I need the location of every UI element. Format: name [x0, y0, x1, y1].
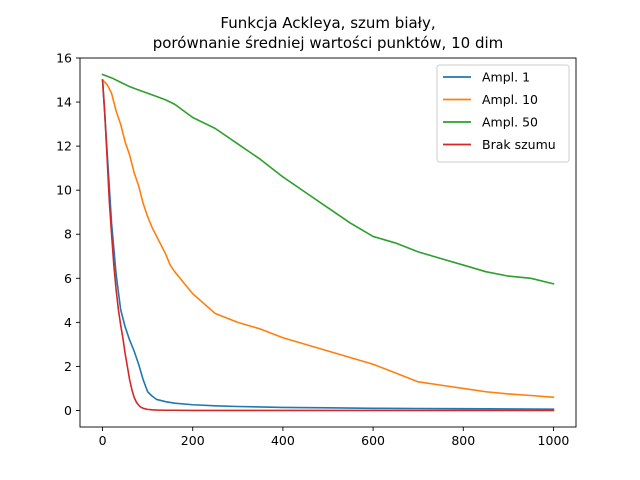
axes: 0 200 400 600 800 1000 0 2 4 6 8 10 12 14 16 [56, 51, 577, 448]
series-line-2 [101, 73, 555, 285]
y-tick-label-3: 6 [64, 271, 72, 286]
y-tick-label-0: 0 [64, 403, 72, 418]
chart-title-line-2: porównanie średniej wartości punktów, 10… [153, 34, 504, 52]
legend: Ampl. 1 Ampl. 10 Ampl. 50 Brak szumu [436, 64, 570, 163]
chart-title-line-1: Funkcja Ackleya, szum biały, [220, 14, 435, 32]
legend-label-2: Ampl. 50 [482, 115, 538, 130]
x-tick-label-1: 200 [181, 433, 205, 448]
x-tick-label-2: 400 [271, 433, 295, 448]
series-line-1 [101, 78, 555, 399]
legend-label-0: Ampl. 1 [482, 70, 530, 85]
x-tick-label-4: 800 [451, 433, 475, 448]
legend-box [436, 64, 570, 163]
series-line-3 [101, 79, 555, 412]
y-tick-label-6: 12 [56, 139, 72, 154]
y-tick-label-2: 4 [64, 315, 72, 330]
y-tick-label-8: 16 [56, 51, 72, 66]
series-line-0 [101, 79, 555, 410]
y-tick-label-5: 10 [56, 183, 72, 198]
y-tick-label-4: 8 [64, 227, 72, 242]
y-tick-label-7: 14 [56, 95, 72, 110]
legend-label-3: Brak szumu [482, 137, 556, 152]
y-tick-label-1: 2 [64, 359, 72, 374]
plot-area [101, 73, 555, 412]
x-tick-label-5: 1000 [538, 433, 570, 448]
x-tick-label-3: 600 [361, 433, 385, 448]
legend-label-1: Ampl. 10 [482, 92, 538, 107]
x-tick-label-0: 0 [99, 433, 107, 448]
axes-frame [79, 57, 577, 428]
